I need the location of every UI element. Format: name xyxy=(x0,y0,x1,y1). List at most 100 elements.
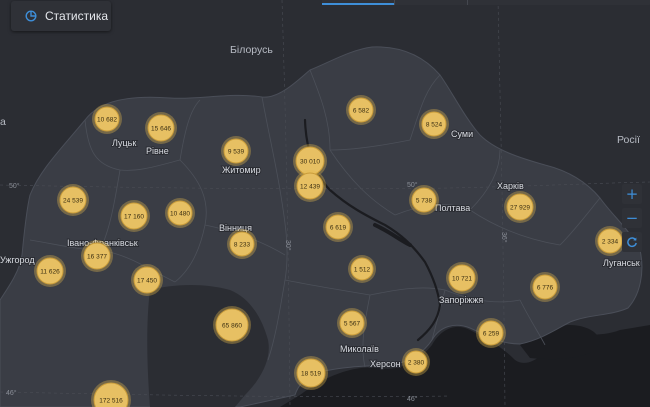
bubble-circle xyxy=(421,111,447,137)
bubble-circle xyxy=(404,350,428,374)
bubble-ivano-frankivsk[interactable]: 16 377 xyxy=(81,240,113,272)
grid-label-bottom-46: 46° xyxy=(407,395,418,403)
bubble-circle xyxy=(215,308,249,342)
bubble-cherkasy[interactable]: 6 619 xyxy=(323,212,353,242)
refresh-icon xyxy=(627,237,637,248)
bubble-value: 10 682 xyxy=(97,116,117,123)
bubble-odesa[interactable]: 18 519 xyxy=(294,356,328,390)
bubble-vinnytsia[interactable]: 8 233 xyxy=(227,229,257,259)
bubble-value: 30 010 xyxy=(300,158,320,165)
bubble-circle xyxy=(133,266,161,294)
bubble-value: 6 582 xyxy=(353,107,370,114)
bubble-circle xyxy=(147,114,175,142)
bubble-poltava[interactable]: 5 738 xyxy=(409,185,439,215)
bubble-circle xyxy=(506,193,534,221)
city-label-luhansk: Луганськ xyxy=(603,258,640,268)
bubble-kyiv-city[interactable]: 30 010 xyxy=(293,144,327,178)
bubble-circle xyxy=(59,186,87,214)
city-label-sumy: Суми xyxy=(451,129,473,139)
dnipro-estuary xyxy=(373,223,412,247)
bubble-value: 10 721 xyxy=(452,275,472,282)
bubble-value: 5 567 xyxy=(344,320,361,327)
city-label-kherson: Херсон xyxy=(370,359,401,369)
statistics-button[interactable]: Статистика xyxy=(11,1,111,31)
bubble-value: 6 619 xyxy=(330,224,347,231)
grid-label-lat-50-east: 50° xyxy=(407,181,418,189)
bubble-layer: 10 682 15 646 9 539 6 582 8 524 30 010 12 439 2… xyxy=(34,95,625,407)
pie-chart-icon xyxy=(25,10,37,22)
bubble-crimea-edge[interactable]: 172 516 xyxy=(91,380,131,407)
bubble-kherson[interactable]: 2 380 xyxy=(402,348,430,376)
bubble-circle xyxy=(411,187,437,213)
bubble-volyn[interactable]: 10 682 xyxy=(92,104,122,134)
bubble-circle xyxy=(94,106,120,132)
bubble-luhansk[interactable]: 2 334 xyxy=(595,226,625,256)
reset-view-button[interactable] xyxy=(622,232,642,252)
bubble-value: 12 439 xyxy=(300,183,320,190)
bubble-ternopil[interactable]: 17 160 xyxy=(118,200,150,232)
bubble-khmelnytskyi[interactable]: 10 480 xyxy=(165,198,195,228)
oblast-boundaries xyxy=(29,69,601,368)
bubble-circle xyxy=(296,358,326,388)
bubble-circle xyxy=(36,257,64,285)
bubble-value: 18 519 xyxy=(301,370,321,377)
city-label-kharkiv: Харків xyxy=(497,181,524,191)
top-tab-divider xyxy=(467,0,468,5)
bubble-circle xyxy=(296,172,324,200)
bubble-odesa-north[interactable]: 65 860 xyxy=(213,306,251,344)
bubble-rivne[interactable]: 15 646 xyxy=(145,112,177,144)
bubble-value: 2 380 xyxy=(408,359,425,366)
bubble-value: 6 259 xyxy=(483,330,500,337)
city-label-zaporizhzhia: Запоріжжя xyxy=(439,295,483,305)
bubble-kirovohrad[interactable]: 1 512 xyxy=(348,255,376,283)
bubble-value: 8 233 xyxy=(234,241,251,248)
city-label-vinnytsia: Вінниця xyxy=(219,223,252,233)
bubble-zakarpattia[interactable]: 11 626 xyxy=(34,255,66,287)
bubble-donetsk[interactable]: 6 776 xyxy=(530,272,560,302)
bubble-zhytomyr[interactable]: 9 539 xyxy=(221,136,251,166)
zoom-out-button[interactable]: − xyxy=(622,208,642,228)
bubble-dnipro[interactable]: 10 721 xyxy=(446,262,478,294)
country-label-edge: а xyxy=(0,116,6,128)
bubble-mykolaiv[interactable]: 5 567 xyxy=(337,308,367,338)
bubble-kharkiv[interactable]: 27 929 xyxy=(504,191,536,223)
bubble-value: 2 334 xyxy=(602,238,619,245)
bubble-circle xyxy=(448,264,476,292)
grid-label-lon-30: 30° xyxy=(284,240,292,251)
bubble-value: 16 377 xyxy=(87,253,107,260)
bubble-value: 6 776 xyxy=(537,284,554,291)
dnipro-river xyxy=(303,118,442,342)
city-label-lutsk: Луцьк xyxy=(112,138,136,148)
bubble-circle xyxy=(325,214,351,240)
bubble-lviv[interactable]: 24 539 xyxy=(57,184,89,216)
bubble-chernivtsi[interactable]: 17 450 xyxy=(131,264,163,296)
bubble-value: 65 860 xyxy=(222,322,242,329)
bubble-chernihiv[interactable]: 6 582 xyxy=(346,95,376,125)
bubble-value: 15 646 xyxy=(151,125,171,132)
bubble-value: 9 539 xyxy=(228,148,245,155)
top-tab-divider xyxy=(394,0,395,5)
bubble-value: 5 738 xyxy=(416,197,433,204)
top-tab-active-indicator xyxy=(322,3,394,5)
city-label-uzhhorod: Ужгород xyxy=(0,255,35,265)
bubble-circle xyxy=(83,242,111,270)
bubble-value: 10 480 xyxy=(170,210,190,217)
bubble-value: 8 524 xyxy=(426,121,443,128)
city-label-poltava: Полтава xyxy=(435,203,470,213)
top-tab-bar[interactable] xyxy=(322,0,650,5)
bubble-circle xyxy=(93,382,129,407)
zoom-in-button[interactable]: + xyxy=(622,184,642,204)
bubble-circle xyxy=(229,231,255,257)
city-label-zhytomyr: Житомир xyxy=(222,165,261,175)
bubble-value: 24 539 xyxy=(63,197,83,204)
bubble-sumy[interactable]: 8 524 xyxy=(419,109,449,139)
bubble-value: 17 160 xyxy=(124,213,144,220)
bubble-circle xyxy=(120,202,148,230)
bubble-zaporizhzhia[interactable]: 6 259 xyxy=(476,318,506,348)
bubble-value: 11 626 xyxy=(40,268,60,275)
bubble-kyiv-oblast[interactable]: 12 439 xyxy=(294,170,326,202)
grid-label-lon-36: 36° xyxy=(500,232,508,243)
grid-label-lat-50: 50° xyxy=(9,182,20,190)
